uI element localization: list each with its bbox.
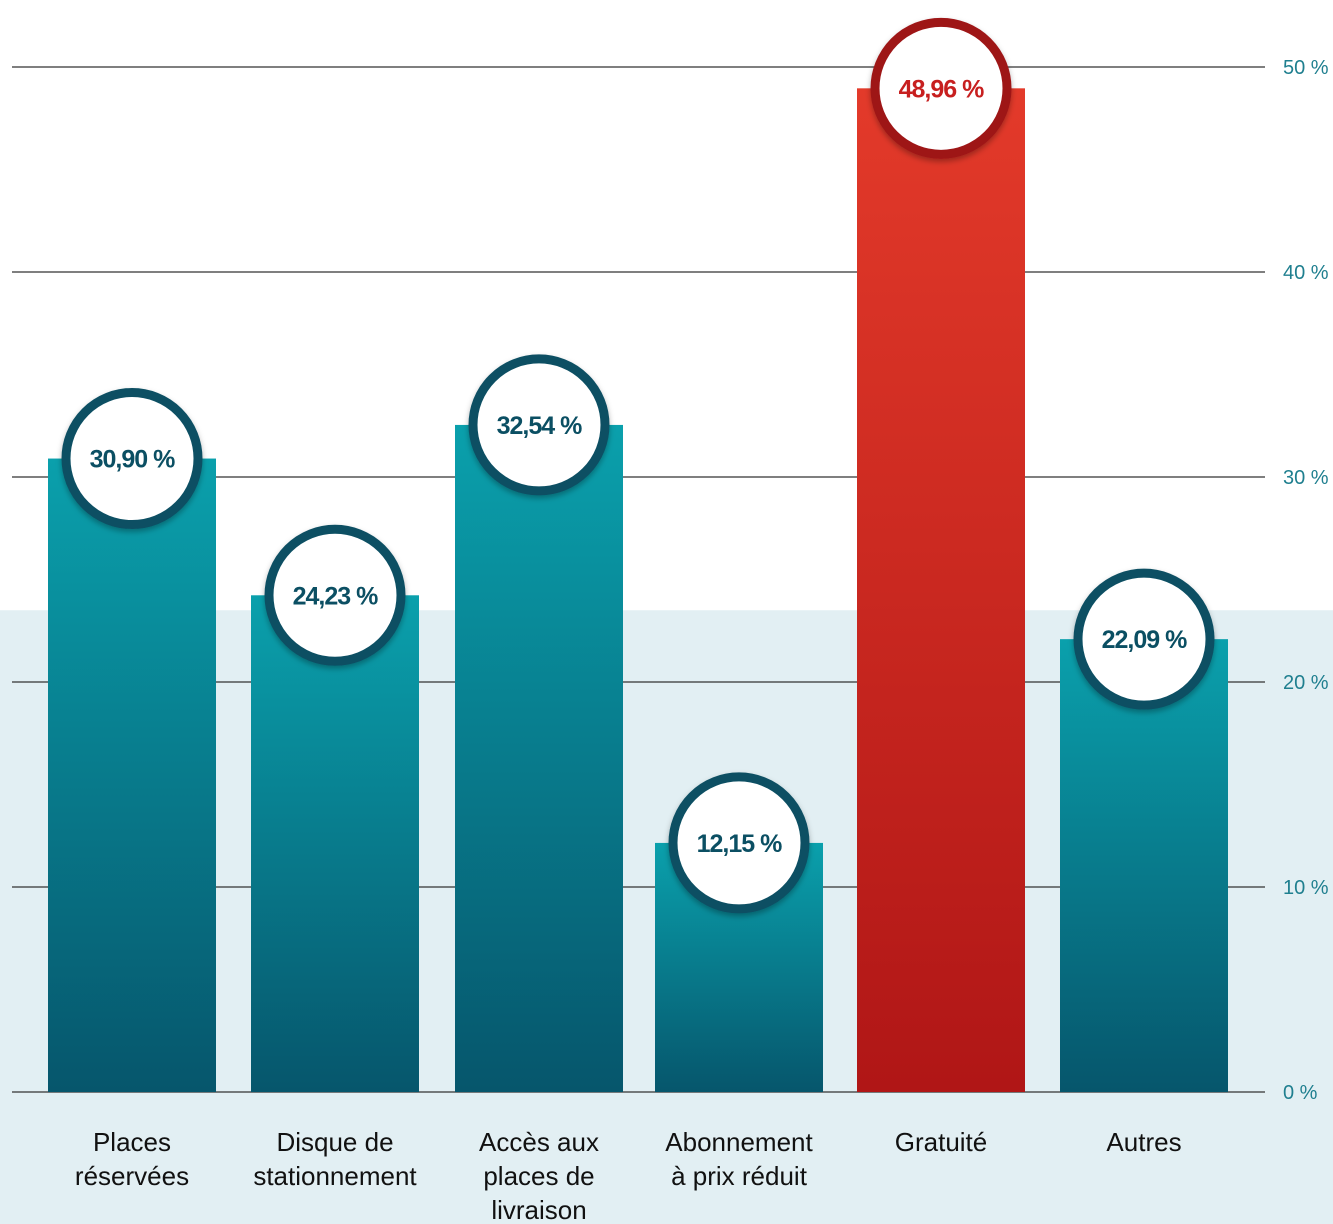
category-label: Autres: [1106, 1127, 1181, 1157]
value-label: 22,09 %: [1102, 626, 1188, 654]
y-tick-label: 10 %: [1283, 877, 1329, 899]
category-label-line: à prix réduit: [671, 1161, 808, 1191]
bar: [857, 88, 1025, 1092]
y-tick-label: 30 %: [1283, 467, 1329, 489]
value-label: 12,15 %: [697, 830, 783, 858]
value-label: 24,23 %: [293, 582, 379, 610]
category-label-line: stationnement: [253, 1161, 417, 1191]
category-label: Gratuité: [895, 1127, 988, 1157]
y-tick-label: 20 %: [1283, 672, 1329, 694]
value-bubble: 24,23 %: [264, 524, 406, 666]
value-bubble-circle: [61, 388, 203, 530]
category-label-line: livraison: [491, 1195, 586, 1224]
value-bubble-circle: [264, 524, 406, 666]
value-bubble: 12,15 %: [668, 772, 810, 914]
category-label: Abonnement à prix réduit: [665, 1127, 813, 1191]
value-bubble: 32,54 %: [468, 354, 610, 496]
bar: [1060, 639, 1228, 1092]
category-label-line: places de: [483, 1161, 594, 1191]
category-label-line: Places: [93, 1127, 171, 1157]
bars: [48, 88, 1228, 1092]
bar: [455, 424, 623, 1092]
category-label: Accès aux places de livraison: [479, 1127, 599, 1224]
category-label-line: Accès aux: [479, 1127, 599, 1157]
value-bubble-circle: [870, 17, 1012, 159]
category-label: Places réservées: [75, 1127, 189, 1191]
category-label-line: Abonnement: [665, 1127, 813, 1157]
category-label-line: Disque de: [276, 1127, 393, 1157]
gridlines: [12, 66, 1265, 1093]
x-axis-labels: Places réservées Disque de stationnement Acc…: [75, 1127, 1182, 1224]
value-bubble-circle: [1073, 568, 1215, 710]
value-label: 48,96 %: [899, 75, 985, 103]
value-bubble: 22,09 %: [1073, 568, 1215, 710]
category-label-line: réservées: [75, 1161, 189, 1191]
y-tick-label: 50 %: [1283, 57, 1329, 79]
value-bubble: 30,90 %: [61, 388, 203, 530]
y-axis-ticks: 0 % 10 % 20 % 30 % 40 % 50 %: [1283, 57, 1329, 1104]
value-bubble: 48,96 %: [870, 17, 1012, 159]
value-bubble-circle: [668, 772, 810, 914]
value-bubble-circle: [468, 354, 610, 496]
bar: [251, 595, 419, 1092]
value-label: 32,54 %: [497, 412, 583, 440]
y-tick-label: 0 %: [1283, 1082, 1318, 1104]
value-label: 30,90 %: [90, 446, 176, 474]
value-bubbles: 30,90 % 24,23 % 32,54 % 12,15 % 48,96 % 22,09…: [61, 17, 1215, 914]
y-tick-label: 40 %: [1283, 262, 1329, 284]
category-label-line: Gratuité: [895, 1127, 988, 1157]
bar: [48, 458, 216, 1092]
category-label-line: Autres: [1106, 1127, 1181, 1157]
category-label: Disque de stationnement: [253, 1127, 417, 1191]
